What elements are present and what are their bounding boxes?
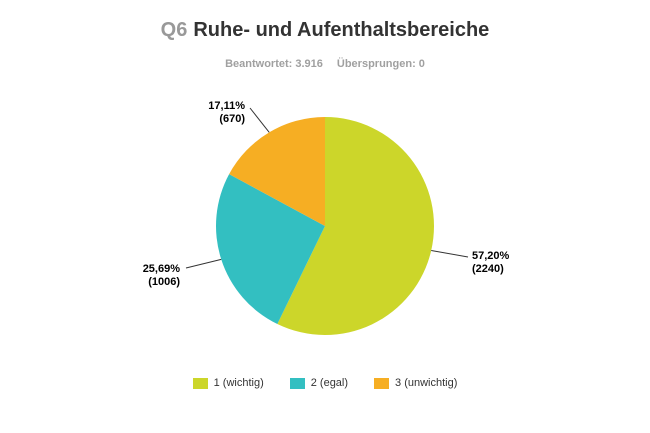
legend: 1 (wichtig) 2 (egal) 3 (unwichtig) <box>0 377 650 389</box>
legend-swatch <box>192 377 208 389</box>
data-label-count: (1006) <box>148 276 180 288</box>
answered-count: Beantwortet: 3.916 <box>225 58 323 70</box>
pie-slice-1[interactable] <box>277 117 434 335</box>
legend-label: 2 (egal) <box>310 377 349 389</box>
data-label-percent: 17,11% <box>208 100 245 112</box>
leader-line-2 <box>185 258 222 269</box>
legend-swatch <box>289 377 305 389</box>
data-label-count: (670) <box>219 113 245 125</box>
data-label-count: (2240) <box>472 263 504 275</box>
question-title: Ruhe- und Aufenthaltsbereiche <box>193 19 490 41</box>
data-label-2: 25,69% (1006) <box>143 263 181 288</box>
leader-line-1 <box>431 249 469 258</box>
data-label-3: 17,11% (670) <box>208 100 245 125</box>
question-number: Q6 <box>160 19 188 41</box>
pie-slice-2[interactable] <box>216 174 325 325</box>
legend-label: 3 (unwichtig) <box>395 377 458 389</box>
leader-line-3 <box>249 107 270 133</box>
data-label-percent: 25,69% <box>143 263 181 275</box>
data-label-1: 57,20% (2240) <box>472 250 510 275</box>
pie-slice-3[interactable] <box>229 116 325 226</box>
legend-item-unwichtig[interactable]: 3 (unwichtig) <box>374 377 457 389</box>
chart-title: Q6 Ruhe- und Aufenthaltsbereiche <box>0 19 650 42</box>
legend-label: 1 (wichtig) <box>213 377 264 389</box>
data-label-percent: 57,20% <box>472 250 510 262</box>
legend-item-egal[interactable]: 2 (egal) <box>289 377 349 389</box>
legend-swatch <box>374 377 390 389</box>
skipped-count: Übersprungen: 0 <box>336 58 425 70</box>
legend-item-wichtig[interactable]: 1 (wichtig) <box>192 377 264 389</box>
response-summary: Beantwortet: 3.916 Übersprungen: 0 <box>0 58 650 70</box>
